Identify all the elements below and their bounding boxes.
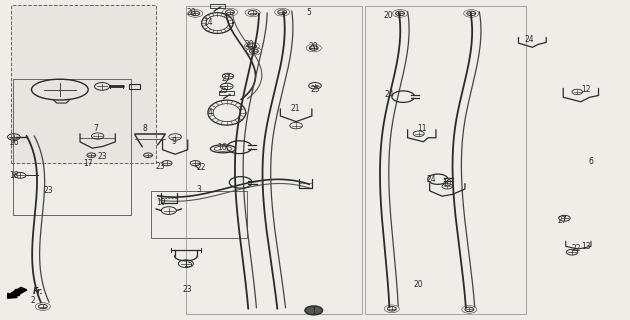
Text: 3: 3	[196, 185, 201, 194]
Text: 13: 13	[581, 242, 591, 251]
Text: 26: 26	[9, 138, 19, 147]
Text: Fr.: Fr.	[33, 287, 43, 296]
Text: 24: 24	[427, 175, 437, 184]
Text: 24: 24	[384, 90, 394, 99]
Text: 7: 7	[93, 124, 98, 133]
Text: 1: 1	[311, 307, 316, 316]
Text: 9: 9	[171, 137, 176, 146]
Text: 15: 15	[183, 260, 193, 269]
Text: 17: 17	[83, 159, 93, 168]
Text: 20: 20	[186, 8, 196, 17]
Text: 2: 2	[30, 296, 35, 305]
Text: 23: 23	[183, 285, 193, 294]
Text: 21: 21	[290, 104, 300, 113]
Text: 24: 24	[524, 35, 534, 44]
Text: 19: 19	[156, 198, 166, 207]
Text: 22: 22	[571, 244, 581, 253]
Text: 23: 23	[97, 152, 107, 161]
Bar	[365, 6, 526, 314]
Bar	[151, 191, 247, 238]
Text: 10: 10	[442, 179, 452, 188]
Text: 27: 27	[222, 74, 232, 83]
Text: 14: 14	[203, 18, 213, 27]
Text: 16: 16	[217, 143, 227, 152]
Text: 20: 20	[308, 42, 318, 51]
Bar	[210, 4, 225, 7]
Bar	[129, 84, 140, 89]
Text: 5: 5	[306, 8, 311, 17]
Text: 11: 11	[417, 124, 427, 133]
Text: 25: 25	[219, 86, 229, 95]
Text: 4: 4	[207, 108, 212, 117]
Text: 6: 6	[588, 157, 593, 166]
Text: 18: 18	[9, 172, 19, 180]
Bar	[219, 91, 234, 95]
Text: 22: 22	[196, 163, 206, 172]
Bar	[11, 5, 156, 163]
Text: 8: 8	[142, 124, 147, 133]
Circle shape	[305, 306, 323, 315]
Bar	[186, 6, 362, 314]
Text: 20: 20	[413, 280, 423, 289]
Bar	[13, 79, 131, 215]
Text: 27: 27	[557, 216, 567, 225]
Text: 20: 20	[244, 40, 255, 49]
Text: 25: 25	[310, 85, 320, 94]
FancyArrow shape	[8, 287, 27, 298]
Text: 23: 23	[43, 186, 53, 195]
Text: 20: 20	[384, 12, 394, 20]
Text: 23: 23	[155, 162, 165, 171]
Text: 12: 12	[581, 85, 591, 94]
